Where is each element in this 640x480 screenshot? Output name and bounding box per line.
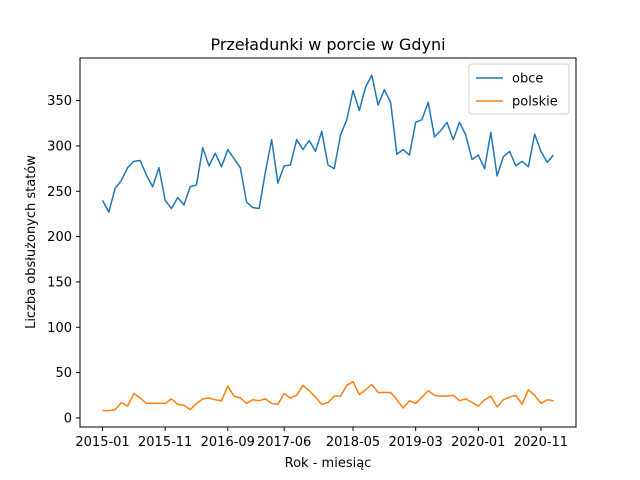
y-tick-label: 350 xyxy=(47,94,72,109)
x-tick-label: 2017-06 xyxy=(257,435,311,450)
y-tick-label: 250 xyxy=(47,185,72,200)
y-tick-label: 50 xyxy=(55,366,72,381)
y-tick-label: 0 xyxy=(64,411,72,426)
legend: obce polskie xyxy=(468,63,570,115)
x-axis-label: Rok - miesiąc xyxy=(285,456,372,471)
x-tick-label: 2020-01 xyxy=(451,435,505,450)
x-tick-label: 2015-01 xyxy=(75,435,129,450)
y-tick-label: 150 xyxy=(47,275,72,290)
x-tick-label: 2019-03 xyxy=(389,435,443,450)
y-tick-label: 100 xyxy=(47,321,72,336)
chart-title: Przeładunki w porcie w Gdyni xyxy=(210,35,445,54)
series-line-polskie xyxy=(102,380,554,412)
y-tick-label: 200 xyxy=(47,230,72,245)
y-axis: 0 50 100 150 200 250 300 350 xyxy=(47,94,80,426)
x-tick-label: 2016-09 xyxy=(201,435,255,450)
axes-frame xyxy=(79,57,577,428)
y-axis-label: Liczba obsłużonych statów xyxy=(24,155,39,329)
x-tick-label: 2015-11 xyxy=(138,435,192,450)
x-tick-label: 2018-05 xyxy=(326,435,380,450)
x-axis: 2015-01 2015-11 2016-09 2017-06 2018-05 2019-… xyxy=(75,427,568,450)
series-line-obce xyxy=(101,74,555,213)
legend-label-obce: obce xyxy=(512,72,543,87)
y-tick-label: 300 xyxy=(47,139,72,154)
series-lines xyxy=(101,74,555,412)
x-tick-label: 2020-11 xyxy=(514,435,568,450)
legend-label-polskie: polskie xyxy=(512,95,558,110)
